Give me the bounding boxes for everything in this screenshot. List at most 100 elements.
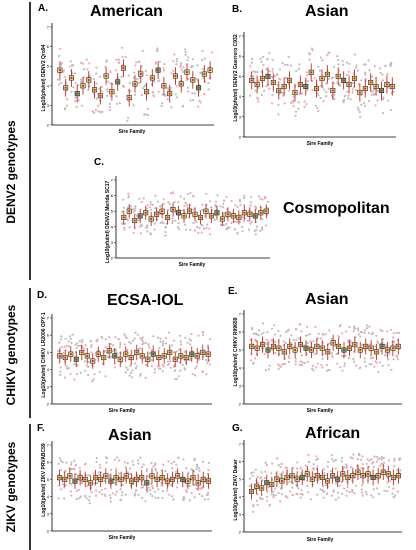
mosquito-titer-point bbox=[208, 338, 212, 341]
mosquito-titer-point bbox=[161, 340, 164, 343]
mosquito-titer-point bbox=[375, 460, 378, 463]
y-tick-label: 6 bbox=[47, 333, 50, 338]
mosquito-titer-point bbox=[122, 206, 125, 209]
mosquito-titer-point bbox=[171, 217, 174, 220]
mosquito-titer-point bbox=[330, 352, 333, 355]
mosquito-titer-point bbox=[272, 496, 275, 499]
mosquito-titer-point bbox=[177, 348, 180, 351]
mosquito-titer-point bbox=[320, 363, 323, 366]
sire-family-group bbox=[189, 58, 196, 102]
mosquito-titer-point bbox=[266, 495, 269, 498]
mosquito-titer-point bbox=[345, 61, 349, 64]
y-tick-label: 5 bbox=[239, 477, 242, 482]
mean-point bbox=[248, 213, 251, 216]
mosquito-titer-point bbox=[137, 493, 140, 496]
mosquito-titer-point bbox=[144, 113, 147, 116]
mosquito-titer-point bbox=[261, 218, 264, 221]
mosquito-titer-point bbox=[337, 63, 340, 66]
mosquito-titer-point bbox=[77, 488, 80, 491]
mosquito-titer-point bbox=[114, 336, 117, 339]
mosquito-titer-point bbox=[310, 498, 313, 501]
mosquito-titer-point bbox=[345, 466, 348, 469]
mosquito-titer-point bbox=[77, 344, 80, 347]
mosquito-titer-point bbox=[365, 365, 368, 368]
mosquito-titer-point bbox=[189, 359, 192, 362]
panel-e-ylabel: Log10(pfu/ml) CHIKV R99659 bbox=[233, 317, 239, 387]
mosquito-titer-point bbox=[339, 366, 342, 369]
mean-point bbox=[250, 345, 253, 348]
mean-point bbox=[255, 485, 258, 488]
mosquito-titer-point bbox=[324, 333, 327, 336]
mosquito-titer-point bbox=[264, 470, 267, 473]
sire-family-group bbox=[57, 47, 63, 86]
sire-family-group bbox=[314, 455, 320, 496]
mosquito-titer-point bbox=[310, 47, 313, 50]
mosquito-titer-point bbox=[87, 365, 90, 368]
sire-family-group bbox=[270, 324, 277, 355]
mosquito-titer-point bbox=[175, 85, 178, 88]
mean-point bbox=[277, 89, 280, 92]
mosquito-titer-point bbox=[360, 103, 363, 106]
mosquito-titer-point bbox=[396, 490, 399, 493]
sire-family-group bbox=[84, 344, 91, 377]
mosquito-titer-point bbox=[175, 57, 178, 61]
mosquito-titer-point bbox=[161, 363, 164, 366]
mosquito-titer-point bbox=[367, 481, 370, 484]
sire-family-group bbox=[72, 459, 78, 501]
mosquito-titer-point bbox=[74, 464, 77, 467]
mean-point bbox=[114, 476, 118, 479]
mosquito-titer-point bbox=[87, 474, 90, 477]
mosquito-titer-point bbox=[343, 364, 346, 368]
mean-point bbox=[94, 476, 97, 479]
mosquito-titer-point bbox=[100, 85, 103, 89]
sire-family-group bbox=[319, 333, 325, 369]
sire-family-group bbox=[372, 65, 379, 107]
mean-point bbox=[272, 81, 275, 84]
mean-point bbox=[316, 474, 319, 477]
mosquito-titer-point bbox=[117, 58, 120, 61]
mosquito-titer-point bbox=[184, 368, 187, 371]
mosquito-titer-point bbox=[157, 496, 160, 500]
mosquito-titer-point bbox=[256, 503, 259, 507]
sire-family-group bbox=[149, 462, 155, 498]
mean-point bbox=[226, 213, 229, 216]
mosquito-titer-point bbox=[254, 338, 257, 341]
mosquito-titer-point bbox=[347, 97, 350, 100]
mosquito-titer-point bbox=[346, 90, 349, 93]
mosquito-titer-point bbox=[184, 228, 187, 231]
mosquito-titer-point bbox=[134, 207, 137, 210]
sire-family-group bbox=[373, 334, 380, 373]
mosquito-titer-point bbox=[197, 467, 200, 470]
sire-family-group bbox=[62, 69, 69, 111]
sire-family-group bbox=[175, 456, 181, 489]
mean-point bbox=[79, 476, 82, 479]
sire-family-group bbox=[191, 195, 199, 232]
mosquito-titer-point bbox=[134, 492, 137, 495]
mosquito-titer-point bbox=[173, 460, 176, 463]
panel-a-ylabel: Log10(pfu/ml) DENV2 Qro94 bbox=[41, 44, 47, 112]
mosquito-titer-point bbox=[116, 480, 119, 483]
mosquito-titer-point bbox=[251, 57, 254, 61]
sire-family-group bbox=[73, 342, 80, 381]
mosquito-titer-point bbox=[363, 329, 366, 332]
y-tick-label: 5 bbox=[239, 348, 242, 353]
mosquito-titer-point bbox=[97, 110, 100, 113]
mosquito-titer-point bbox=[82, 347, 85, 350]
y-tick-label: 3 bbox=[239, 384, 242, 389]
mean-point bbox=[89, 481, 92, 484]
sire-family-group bbox=[62, 337, 69, 379]
mean-point bbox=[261, 343, 264, 346]
y-tick-label: 6 bbox=[239, 54, 242, 59]
mosquito-titer-point bbox=[95, 72, 98, 75]
sire-family-group bbox=[359, 455, 366, 497]
mosquito-titer-point bbox=[299, 496, 302, 499]
mosquito-titer-point bbox=[389, 480, 392, 483]
sire-family-group bbox=[200, 460, 206, 501]
mosquito-titer-point bbox=[141, 496, 144, 499]
mean-point bbox=[359, 348, 362, 352]
mean-point bbox=[288, 345, 291, 348]
mosquito-titer-point bbox=[80, 61, 83, 64]
mosquito-titer-point bbox=[66, 98, 69, 101]
mosquito-titer-point bbox=[60, 338, 63, 341]
mosquito-titer-point bbox=[341, 332, 344, 335]
